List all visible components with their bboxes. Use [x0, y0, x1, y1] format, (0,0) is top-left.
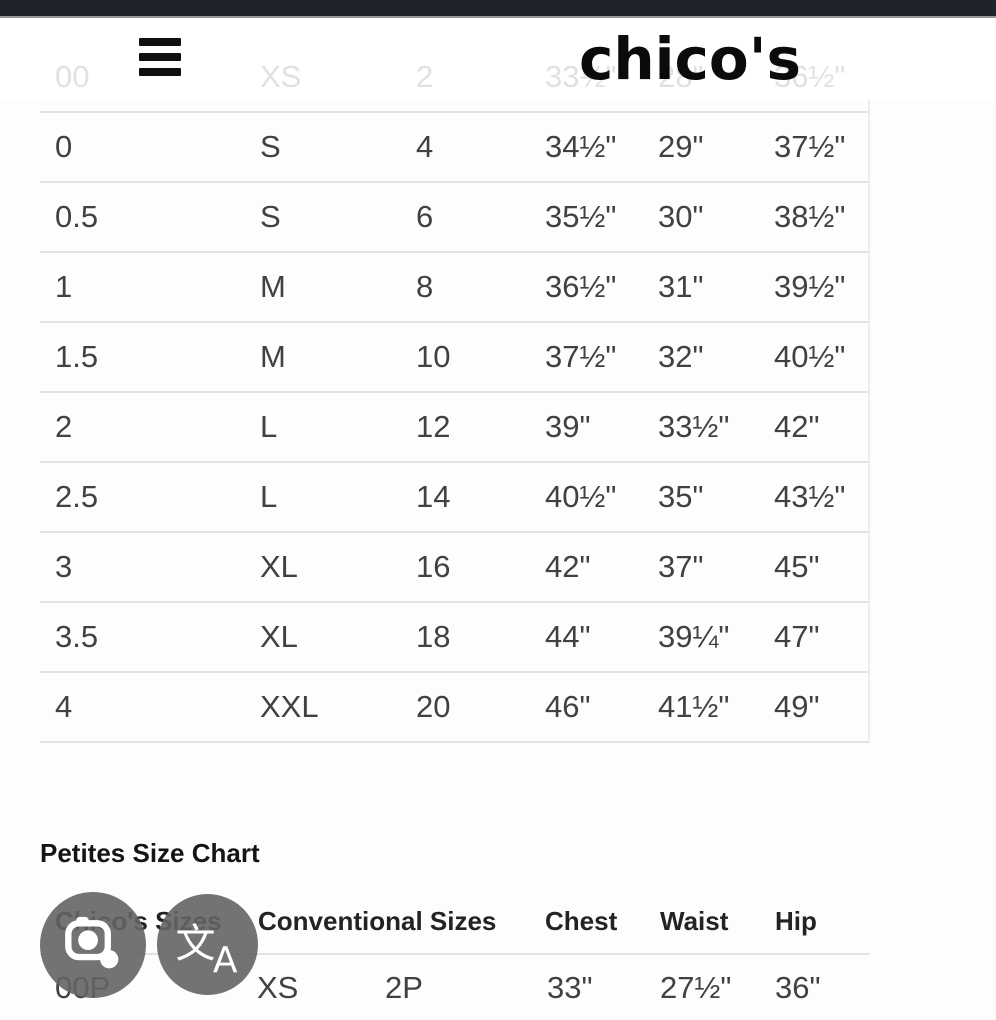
hip-cell: 39½": [774, 269, 846, 304]
chest-cell: 46": [545, 689, 591, 724]
waist-cell: 29": [658, 129, 704, 164]
table-row: 0 S 4 34½" 29" 37½": [40, 113, 870, 183]
conventional-size-cell: 2P: [385, 970, 423, 1005]
column-header-waist: Waist: [660, 905, 729, 936]
chest-cell: 39": [545, 409, 591, 444]
table-row: 1.5 M 10 37½" 32" 40½": [40, 323, 870, 393]
hip-cell: 40½": [774, 339, 846, 374]
conventional-size-cell: 18: [416, 619, 451, 654]
conventional-size-cell: 8: [416, 269, 434, 304]
letter-size-cell: XL: [260, 549, 298, 584]
table-row: 3.5 XL 18 44" 39¼" 47": [40, 603, 870, 673]
google-lens-icon: [62, 912, 124, 979]
conventional-size-cell: 12: [416, 409, 451, 444]
table-row: 0.5 S 6 35½" 30" 38½": [40, 183, 870, 253]
conventional-size-cell: 20: [416, 689, 451, 724]
waist-cell: 41½": [658, 689, 730, 724]
chicos-size-cell: 0.5: [55, 199, 99, 234]
chest-cell: 34½": [545, 129, 617, 164]
chicos-size-cell: 2.5: [55, 479, 99, 514]
waist-cell: 32": [658, 339, 704, 374]
column-header-hip: Hip: [775, 905, 817, 936]
chest-cell: 44": [545, 619, 591, 654]
translate-icon: 文 A: [175, 920, 238, 981]
chicos-size-cell: 0: [55, 129, 73, 164]
letter-size-cell: M: [260, 339, 286, 374]
chicos-size-cell: 3: [55, 549, 73, 584]
chest-cell: 37½": [545, 339, 617, 374]
conventional-size-cell: 14: [416, 479, 451, 514]
petites-section-heading: Petites Size Chart: [40, 838, 260, 868]
hip-cell: 36": [775, 970, 821, 1005]
conventional-size-cell: 6: [416, 199, 434, 234]
hip-cell: 38½": [774, 199, 846, 234]
table-right-border: [868, 97, 870, 743]
chest-cell: 33": [547, 970, 593, 1005]
chest-cell: 36½": [545, 269, 617, 304]
letter-size-cell: M: [260, 269, 286, 304]
hamburger-menu-icon[interactable]: [139, 38, 181, 78]
chest-cell: 42": [545, 549, 591, 584]
waist-cell: 33½": [658, 409, 730, 444]
chicos-logo[interactable]: chico's: [578, 25, 802, 93]
hip-cell: 37½": [774, 129, 846, 164]
column-header-conventional-sizes: Conventional Sizes: [258, 905, 497, 936]
letter-size-cell: XS: [257, 970, 299, 1005]
letter-size-cell: L: [260, 409, 278, 444]
hip-cell: 47": [774, 619, 820, 654]
column-header-chest: Chest: [545, 905, 618, 936]
conventional-size-cell: 4: [416, 129, 434, 164]
chicos-size-cell: 3.5: [55, 619, 99, 654]
chicos-size-cell: 1.5: [55, 339, 99, 374]
hip-cell: 43½": [774, 479, 846, 514]
petites-table-header: Chico's Sizes Conventional Sizes Chest W…: [0, 898, 996, 944]
letter-size-cell: XL: [260, 619, 298, 654]
letter-size-cell: S: [260, 199, 281, 234]
petites-header-divider: [40, 953, 870, 955]
hip-cell: 42": [774, 409, 820, 444]
waist-cell: 30": [658, 199, 704, 234]
chest-cell: 40½": [545, 479, 617, 514]
table-row: 2 L 12 39" 33½" 42": [40, 393, 870, 463]
hip-cell: 49": [774, 689, 820, 724]
chicos-size-cell: 4: [55, 689, 73, 724]
letter-size-cell: L: [260, 479, 278, 514]
table-row: 4 XXL 20 46" 41½" 49": [40, 673, 870, 743]
chicos-size-cell: 2: [55, 409, 73, 444]
google-lens-button[interactable]: [40, 892, 146, 998]
waist-cell: 35": [658, 479, 704, 514]
hip-cell: 45": [774, 549, 820, 584]
app-header: chico's: [0, 18, 996, 100]
letter-size-cell: S: [260, 129, 281, 164]
table-row: 1 M 8 36½" 31" 39½": [40, 253, 870, 323]
conventional-size-cell: 16: [416, 549, 451, 584]
translate-button[interactable]: 文 A: [157, 894, 258, 995]
waist-cell: 31": [658, 269, 704, 304]
chest-cell: 35½": [545, 199, 617, 234]
waist-cell: 39¼": [658, 619, 730, 654]
table-row: 3 XL 16 42" 37" 45": [40, 533, 870, 603]
waist-cell: 27½": [660, 970, 732, 1005]
petites-table-row: 00P XS 2P 33" 27½" 36": [0, 956, 996, 1020]
letter-size-cell: XXL: [260, 689, 319, 724]
chicos-size-cell: 1: [55, 269, 73, 304]
table-row: 2.5 L 14 40½" 35" 43½": [40, 463, 870, 533]
conventional-size-cell: 10: [416, 339, 451, 374]
system-top-bar: [0, 0, 996, 18]
waist-cell: 37": [658, 549, 704, 584]
